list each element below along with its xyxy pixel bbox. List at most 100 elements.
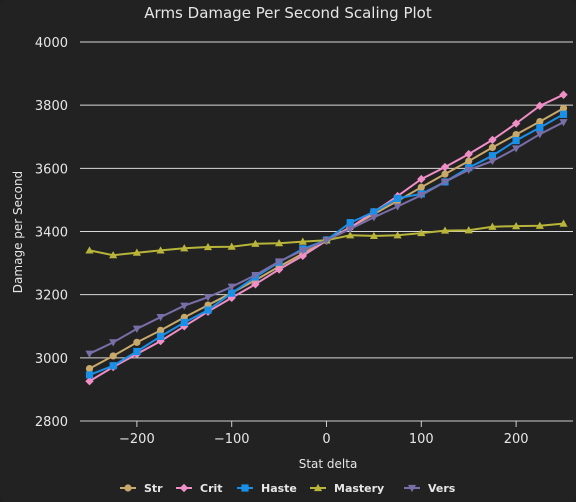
legend-item-str[interactable]: Str [120, 482, 163, 495]
data-point-mastery [203, 242, 213, 251]
data-point-haste [204, 306, 212, 314]
data-point-str [559, 104, 568, 112]
data-point-str [417, 183, 425, 191]
data-point-vers [203, 294, 213, 302]
series-lines [85, 90, 568, 386]
data-point-mastery [488, 222, 497, 230]
data-point-haste [488, 152, 497, 160]
chart-title: Arms Damage Per Second Scaling Plot [144, 4, 432, 22]
data-point-mastery [109, 251, 118, 259]
data-point-str [156, 326, 165, 334]
data-point-crit [274, 265, 284, 274]
data-point-str [536, 117, 544, 126]
data-point-crit [298, 251, 307, 261]
y-axis-ticks: 2800 3000 3200 3400 3600 3800 4000 [35, 36, 68, 430]
data-point-crit [440, 162, 450, 172]
data-point-haste [180, 318, 188, 327]
y-tick-label: 3600 [35, 162, 68, 177]
y-tick-label: 3800 [35, 99, 68, 114]
data-point-vers [156, 313, 165, 322]
data-point-vers [535, 131, 544, 139]
data-point-str [512, 130, 520, 139]
data-point-mastery [298, 237, 307, 245]
legend-marker [179, 483, 189, 493]
data-point-mastery [180, 244, 189, 252]
data-point-mastery [559, 219, 568, 227]
data-point-vers [274, 258, 284, 266]
data-point-crit [417, 174, 426, 184]
y-tick-label: 2800 [35, 415, 68, 430]
data-point-vers [109, 339, 118, 347]
grid-lines [80, 41, 573, 422]
data-point-vers [440, 178, 450, 187]
data-point-mastery [440, 226, 450, 234]
data-point-vers [132, 325, 141, 333]
data-point-vers [559, 119, 568, 127]
data-point-mastery [369, 231, 379, 240]
legend-label: Haste [261, 482, 297, 495]
y-tick-label: 3400 [35, 226, 68, 241]
legend-label: Mastery [334, 482, 384, 495]
data-point-mastery [274, 239, 284, 247]
x-axis-ticks: −200 −100 0 100 200 [119, 421, 529, 447]
data-point-vers [488, 157, 497, 166]
data-point-crit [511, 119, 521, 128]
data-point-crit [488, 135, 497, 145]
data-point-vers [369, 214, 379, 222]
data-point-str [488, 143, 497, 152]
data-point-mastery [464, 226, 473, 234]
data-point-crit [251, 280, 260, 289]
data-point-mastery [417, 228, 426, 237]
legend-label: Vers [428, 482, 456, 495]
data-point-str [85, 364, 94, 373]
data-point-haste [156, 332, 165, 340]
x-tick-label: −200 [119, 432, 155, 447]
legend-item-vers[interactable]: Vers [404, 482, 456, 495]
data-point-vers [512, 145, 521, 153]
data-point-vers [346, 225, 355, 234]
legend-marker [313, 483, 323, 492]
data-point-haste [370, 208, 378, 216]
data-point-mastery [251, 239, 260, 247]
data-point-vers [298, 247, 307, 255]
x-tick-label: 100 [409, 432, 434, 447]
legend-item-haste[interactable]: Haste [237, 482, 297, 495]
legend-marker [124, 484, 132, 492]
legend-label: Str [144, 482, 163, 495]
data-point-haste [536, 123, 544, 132]
data-point-vers [85, 350, 94, 358]
data-point-vers [251, 271, 260, 280]
y-tick-label: 3200 [35, 289, 68, 304]
data-point-mastery [85, 246, 94, 254]
data-point-vers [227, 283, 236, 291]
data-point-mastery [132, 248, 141, 256]
legend-label: Crit [200, 482, 223, 495]
y-tick-label: 3000 [35, 352, 68, 367]
data-point-vers [322, 237, 331, 245]
legend: Str Crit Haste Mastery Vers [120, 482, 456, 495]
data-point-haste [109, 362, 117, 370]
data-point-str [465, 157, 473, 165]
data-point-mastery [156, 246, 165, 254]
data-point-vers [417, 192, 426, 200]
data-point-crit [535, 101, 545, 110]
data-point-mastery [346, 231, 355, 239]
data-point-haste [394, 194, 402, 202]
data-point-mastery [535, 221, 544, 229]
data-point-vers [393, 203, 402, 211]
data-point-haste [133, 347, 141, 356]
x-tick-label: −100 [214, 432, 250, 447]
legend-marker [407, 484, 417, 493]
y-tick-label: 4000 [35, 36, 68, 51]
legend-item-mastery[interactable]: Mastery [310, 482, 384, 495]
series-vers [85, 119, 568, 358]
data-point-str [441, 170, 449, 178]
data-point-crit [85, 377, 94, 386]
data-point-crit [559, 90, 568, 99]
legend-item-crit[interactable]: Crit [176, 482, 223, 495]
data-point-vers [464, 166, 473, 175]
data-point-crit [464, 149, 473, 159]
data-point-vers [180, 302, 189, 310]
